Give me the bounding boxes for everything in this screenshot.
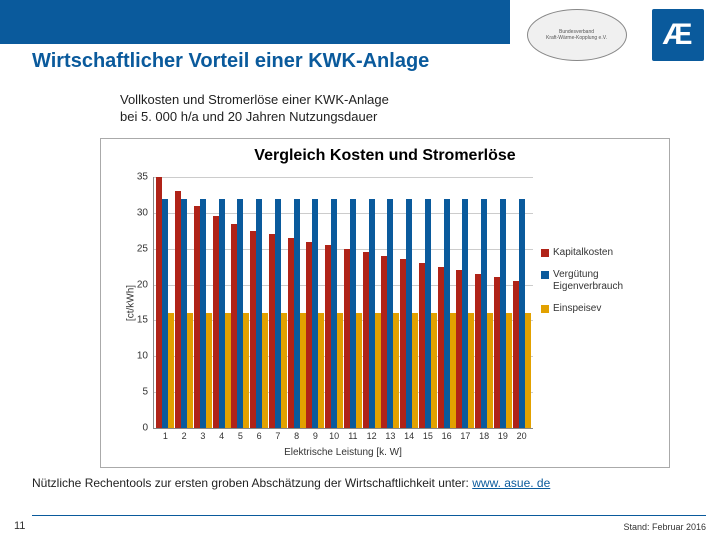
bar (468, 313, 474, 428)
bkwk-logo: Bundesverband Kraft-Wärme-Kopplung e.V. (527, 9, 627, 61)
bar (281, 313, 287, 428)
bar (187, 313, 193, 428)
y-tick: 30 (137, 207, 154, 218)
y-tick: 20 (137, 279, 154, 290)
bar-group: 2 (175, 177, 194, 428)
x-axis-label: Elektrische Leistung [k. W] (153, 429, 533, 458)
bar-group: 19 (494, 177, 513, 428)
bar-group: 15 (419, 177, 438, 428)
bar-group: 6 (250, 177, 269, 428)
bar (506, 313, 512, 428)
bar-group: 9 (306, 177, 325, 428)
page-number: 11 (14, 520, 25, 532)
chart-container: Vergleich Kosten und Stromerlöse 0510152… (100, 138, 670, 468)
bar (450, 313, 456, 428)
footer-note: Nützliche Rechentools zur ersten groben … (32, 476, 550, 490)
bar (206, 313, 212, 428)
chart-title: Vergleich Kosten und Stromerlöse (101, 139, 669, 169)
bar-group: 11 (344, 177, 363, 428)
footer-note-text: Nützliche Rechentools zur ersten groben … (32, 476, 472, 490)
bar-group: 4 (212, 177, 231, 428)
bar-group: 3 (194, 177, 213, 428)
page-title: Wirtschaftlicher Vorteil einer KWK-Anlag… (32, 50, 429, 73)
bar-group: 18 (475, 177, 494, 428)
bar (412, 313, 418, 428)
bar (431, 313, 437, 428)
bar (356, 313, 362, 428)
y-tick: 10 (137, 351, 154, 362)
legend-item: Vergütung Eigenverbrauch (541, 269, 661, 293)
legend-item: Kapitalkosten (541, 247, 661, 259)
bar (168, 313, 174, 428)
bars-container: 1234567891011121314151617181920 (154, 177, 533, 428)
bottom-rule (32, 515, 706, 516)
plot-area: 0510152025303512345678910111213141516171… (153, 177, 533, 429)
bar-group: 14 (400, 177, 419, 428)
legend-label: Vergütung Eigenverbrauch (553, 269, 661, 293)
legend-label: Einspeisev (553, 303, 601, 315)
y-axis-label: [ct/kWh] (126, 285, 137, 321)
bar (393, 313, 399, 428)
bar-group: 13 (381, 177, 400, 428)
bar-group: 7 (269, 177, 288, 428)
bar (300, 313, 306, 428)
subtitle: Vollkosten und Stromerlöse einer KWK-Anl… (120, 92, 389, 126)
bar (243, 313, 249, 428)
bar (318, 313, 324, 428)
bar-group: 12 (362, 177, 381, 428)
y-tick: 25 (137, 243, 154, 254)
bar-group: 16 (437, 177, 456, 428)
ae-logo: Æ (652, 9, 704, 61)
legend-item: Einspeisev (541, 303, 661, 315)
footer-link[interactable]: www. asue. de (472, 476, 550, 490)
subtitle-line1: Vollkosten und Stromerlöse einer KWK-Anl… (120, 92, 389, 109)
logo-area: Bundesverband Kraft-Wärme-Kopplung e.V. … (510, 0, 720, 70)
logo1-line2: Kraft-Wärme-Kopplung e.V. (546, 35, 607, 41)
legend-label: Kapitalkosten (553, 247, 613, 259)
legend-swatch (541, 271, 549, 279)
legend-swatch (541, 249, 549, 257)
legend-swatch (541, 305, 549, 313)
bar (487, 313, 493, 428)
y-tick: 15 (137, 315, 154, 326)
bar (337, 313, 343, 428)
bar-group: 10 (325, 177, 344, 428)
y-tick: 5 (142, 387, 154, 398)
bar (225, 313, 231, 428)
bar-group: 20 (512, 177, 531, 428)
legend: Kapitalkosten Vergütung Eigenverbrauch Ein… (541, 247, 661, 325)
bar-group: 5 (231, 177, 250, 428)
bar (375, 313, 381, 428)
bar-group: 8 (287, 177, 306, 428)
bar-group: 1 (156, 177, 175, 428)
bar (262, 313, 268, 428)
y-tick: 35 (137, 172, 154, 183)
bar-group: 17 (456, 177, 475, 428)
bar (525, 313, 531, 428)
subtitle-line2: bei 5. 000 h/a und 20 Jahren Nutzungsdau… (120, 109, 389, 126)
stand-date: Stand: Februar 2016 (623, 522, 706, 532)
